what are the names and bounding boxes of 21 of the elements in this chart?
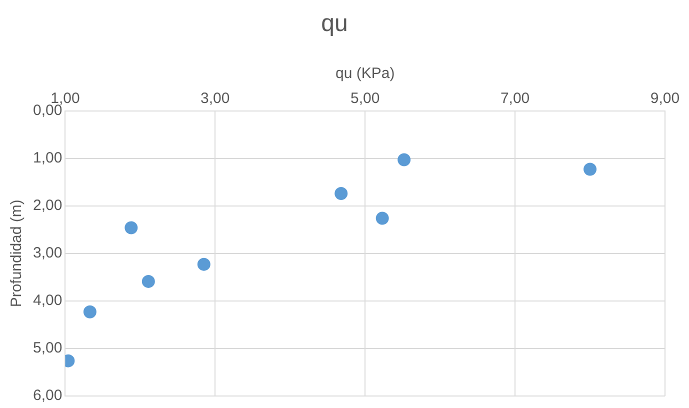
y-tick-label: 3,00 [32, 244, 62, 262]
y-tick-label: 5,00 [32, 340, 62, 357]
point [83, 305, 96, 318]
x-tick-label: 9,00 [650, 90, 680, 107]
point [584, 162, 597, 176]
point [334, 187, 348, 200]
y-tick-label: 1,00 [32, 149, 62, 166]
y-tick-label: 6,00 [32, 387, 62, 404]
x-tick-label: 3,00 [200, 90, 230, 107]
y-tick-label: 2,00 [32, 197, 62, 214]
point [376, 212, 389, 225]
point [197, 258, 210, 271]
point [142, 274, 155, 288]
x-axis-title: qu (KPa) [335, 64, 395, 82]
y-tick-label: 4,00 [32, 292, 62, 310]
point [124, 221, 138, 234]
x-tick-label: 5,00 [350, 90, 380, 107]
chart-title: qu [321, 10, 348, 38]
point [398, 153, 411, 166]
y-axis-title: Profundidad (m) [8, 200, 26, 308]
x-tick-label: 7,00 [500, 90, 530, 107]
